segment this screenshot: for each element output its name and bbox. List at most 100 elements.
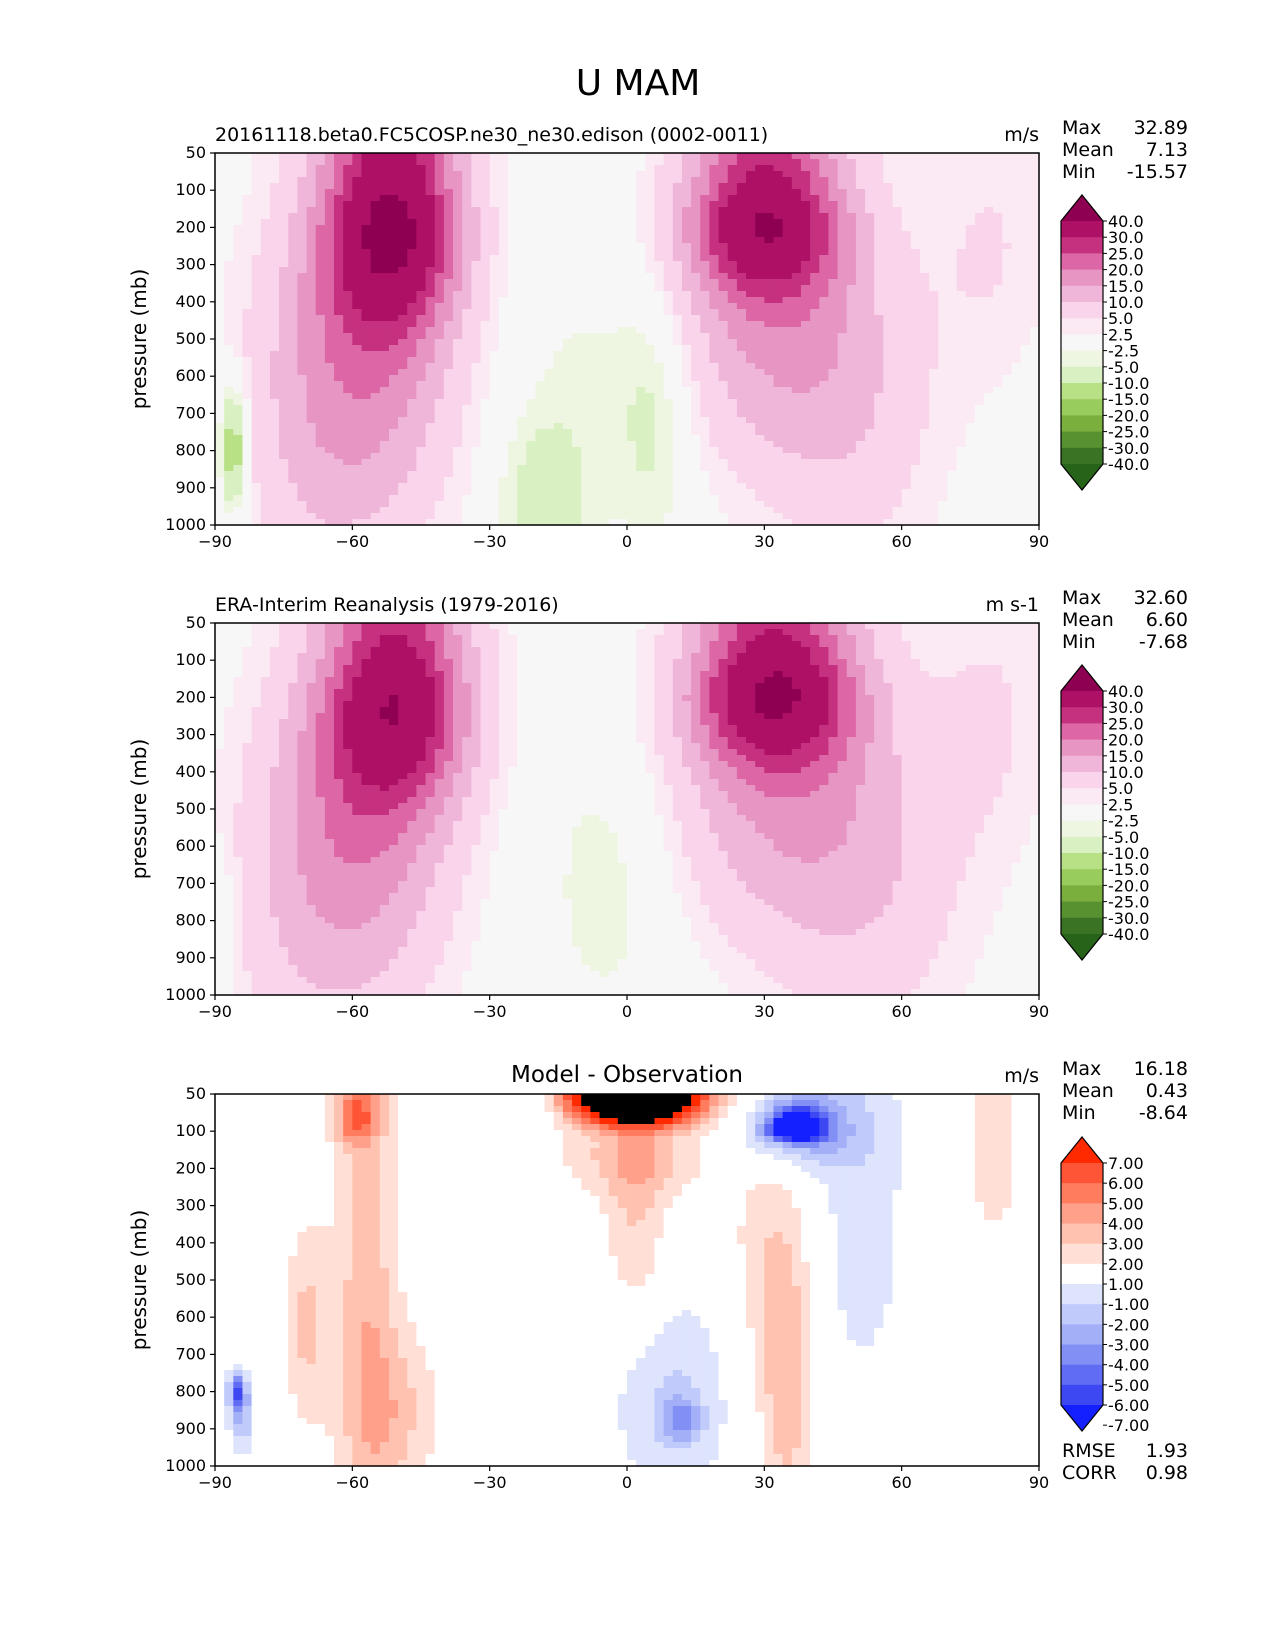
x-tick-label: 90 <box>1029 1473 1049 1492</box>
colorbar-label: 10.0 <box>1108 293 1144 312</box>
colorbar-label: 20.0 <box>1108 731 1144 750</box>
x-tick-label: −30 <box>473 1473 507 1492</box>
stat-label: Mean <box>1062 139 1114 161</box>
colorbar-label: -25.0 <box>1108 893 1149 912</box>
y-tick-label: 800 <box>175 911 206 930</box>
y-tick-label: 500 <box>175 799 206 818</box>
panel-title: ERA-Interim Reanalysis (1979-2016) <box>215 594 559 616</box>
stat-label: Min <box>1062 161 1096 183</box>
x-tick-label: −90 <box>198 532 232 551</box>
y-tick-label: 100 <box>175 650 206 669</box>
y-tick-label: 50 <box>186 1084 206 1103</box>
colorbar-label: 2.00 <box>1108 1255 1144 1274</box>
x-tick-label: 60 <box>891 1002 911 1021</box>
colorbar-label: -2.00 <box>1108 1315 1149 1334</box>
contour-field <box>215 1094 1040 1467</box>
colorbar-label: 40.0 <box>1108 682 1144 701</box>
y-tick-label: 800 <box>175 1382 206 1401</box>
y-tick-label: 400 <box>175 762 206 781</box>
colorbar: 40.030.025.020.015.010.05.02.5-2.5-5.0-1… <box>1060 194 1149 491</box>
y-tick-label: 700 <box>175 403 206 422</box>
colorbar-label: 2.5 <box>1108 325 1133 344</box>
colorbar-label: -30.0 <box>1108 439 1149 458</box>
colorbar-label: -20.0 <box>1108 876 1149 895</box>
y-tick-label: 600 <box>175 836 206 855</box>
panel-units: m/s <box>1004 124 1039 146</box>
colorbar-label: 10.0 <box>1108 763 1144 782</box>
y-tick-label: 1000 <box>165 985 206 1004</box>
colorbar-label: 5.0 <box>1108 309 1133 328</box>
colorbar-label: -5.0 <box>1108 358 1139 377</box>
y-tick-label: 100 <box>175 180 206 199</box>
stat-value: 6.60 <box>1146 609 1188 631</box>
y-tick-label: 50 <box>186 613 206 632</box>
y-tick-label: 700 <box>175 1344 206 1363</box>
colorbar-label: -10.0 <box>1108 374 1149 393</box>
colorbar-label: 1.00 <box>1108 1275 1144 1294</box>
y-tick-label: 1000 <box>165 1456 206 1475</box>
colorbar-label: 7.00 <box>1108 1154 1144 1173</box>
y-tick-label: 900 <box>175 948 206 967</box>
stat-value: 16.18 <box>1134 1058 1188 1080</box>
y-tick-label: 500 <box>175 329 206 348</box>
y-tick-label: 400 <box>175 292 206 311</box>
colorbar-label: -7.00 <box>1108 1416 1149 1435</box>
x-tick-label: 30 <box>754 1002 774 1021</box>
contour-field <box>215 153 1040 526</box>
colorbar-label: -6.00 <box>1108 1396 1149 1415</box>
metric-label: CORR <box>1062 1462 1117 1484</box>
x-tick-label: 0 <box>622 1002 632 1021</box>
x-tick-label: −90 <box>198 1473 232 1492</box>
y-tick-label: 500 <box>175 1270 206 1289</box>
y-tick-label: 800 <box>175 441 206 460</box>
colorbar-label: -25.0 <box>1108 423 1149 442</box>
metric-value: 1.93 <box>1146 1440 1188 1462</box>
colorbar-label: -2.5 <box>1108 812 1139 831</box>
x-tick-label: −30 <box>473 532 507 551</box>
stat-value: -7.68 <box>1139 631 1188 653</box>
x-tick-label: −60 <box>335 1473 369 1492</box>
y-tick-label: 600 <box>175 366 206 385</box>
x-tick-label: −60 <box>335 532 369 551</box>
stat-label: Max <box>1062 587 1101 609</box>
metric-label: RMSE <box>1062 1440 1116 1462</box>
panel-title: 20161118.beta0.FC5COSP.ne30_ne30.edison … <box>215 124 768 146</box>
stat-value: 32.60 <box>1134 587 1188 609</box>
colorbar-label: -20.0 <box>1108 406 1149 425</box>
x-tick-label: 30 <box>754 1473 774 1492</box>
colorbar-label: -40.0 <box>1108 455 1149 474</box>
colorbar-label: 25.0 <box>1108 714 1144 733</box>
colorbar-label: 15.0 <box>1108 277 1144 296</box>
y-tick-label: 700 <box>175 873 206 892</box>
x-tick-label: 0 <box>622 532 632 551</box>
y-tick-label: 200 <box>175 1158 206 1177</box>
stat-value: 32.89 <box>1134 117 1188 139</box>
x-tick-label: −60 <box>335 1002 369 1021</box>
y-tick-label: 400 <box>175 1233 206 1252</box>
x-tick-label: 60 <box>891 532 911 551</box>
colorbar-label: -3.00 <box>1108 1336 1149 1355</box>
colorbar-label: 30.0 <box>1108 228 1144 247</box>
panel-units: m/s <box>1004 1065 1039 1087</box>
stat-label: Max <box>1062 1058 1101 1080</box>
x-tick-label: 90 <box>1029 532 1049 551</box>
y-tick-label: 50 <box>186 143 206 162</box>
stat-value: -15.57 <box>1127 161 1188 183</box>
y-tick-label: 300 <box>175 1196 206 1215</box>
colorbar-label: -1.00 <box>1108 1295 1149 1314</box>
stat-label: Min <box>1062 1102 1096 1124</box>
colorbar-label: 40.0 <box>1108 212 1144 231</box>
colorbar-label: 20.0 <box>1108 261 1144 280</box>
stat-label: Max <box>1062 117 1101 139</box>
colorbar-label: -5.00 <box>1108 1376 1149 1395</box>
y-axis-label: pressure (mb) <box>127 269 151 410</box>
colorbar-label: 25.0 <box>1108 244 1144 263</box>
panel-title: Model - Observation <box>511 1062 743 1088</box>
panel-units: m s-1 <box>986 594 1039 616</box>
y-tick-label: 200 <box>175 687 206 706</box>
y-tick-label: 1000 <box>165 515 206 534</box>
y-axis-label: pressure (mb) <box>127 1210 151 1351</box>
x-tick-label: 90 <box>1029 1002 1049 1021</box>
x-tick-label: 30 <box>754 532 774 551</box>
